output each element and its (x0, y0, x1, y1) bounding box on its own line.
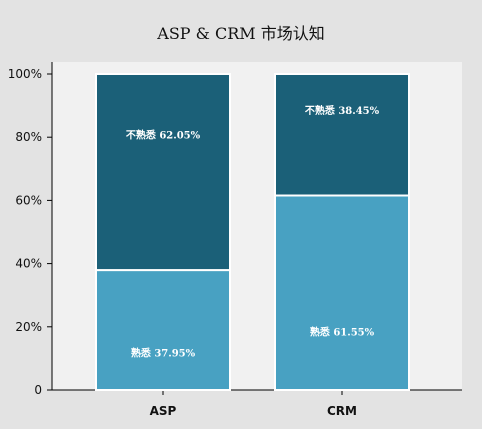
y-tick-label: 0 (34, 383, 42, 397)
y-tick-label: 40% (15, 257, 42, 271)
y-tick-label: 60% (15, 193, 42, 207)
bar-segment (274, 194, 410, 391)
y-tick-label: 80% (15, 130, 42, 144)
bar-data-label: 不熟悉 62.05% (126, 129, 201, 142)
y-tick-label: 100% (8, 67, 42, 81)
bar-data-label: 不熟悉 38.45% (305, 104, 380, 117)
bar-data-label: 熟悉 37.95% (131, 346, 196, 359)
bar-segment (95, 269, 231, 391)
bar-segment (274, 73, 410, 197)
y-tick-label: 20% (15, 320, 42, 334)
x-tick-label: ASP (150, 404, 177, 418)
chart-title: ASP & CRM 市场认知 (157, 24, 325, 43)
x-tick-label: CRM (327, 404, 357, 418)
bar-data-label: 熟悉 61.55% (310, 326, 375, 339)
bar-segment (95, 73, 231, 272)
